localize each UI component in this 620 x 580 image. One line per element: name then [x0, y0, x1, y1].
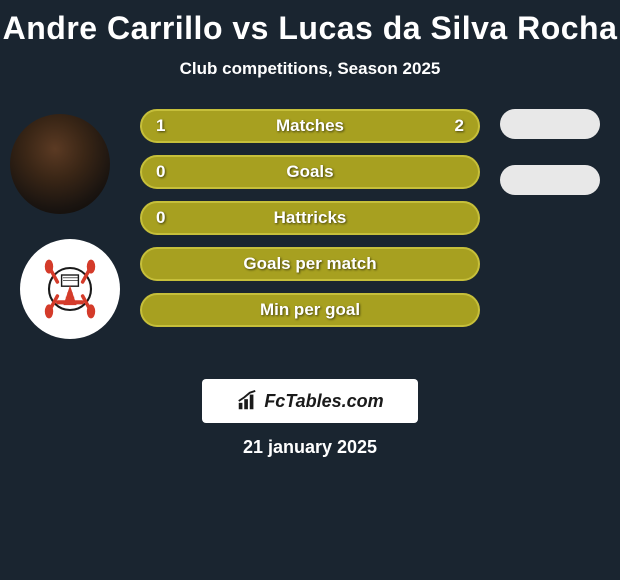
- stat-left-value: 0: [156, 208, 165, 228]
- stat-label: Min per goal: [142, 300, 478, 320]
- chart-icon: [236, 390, 258, 412]
- stat-left-value: 0: [156, 162, 165, 182]
- player-avatar: [10, 114, 110, 214]
- right-pills: [500, 109, 600, 221]
- stat-bar: Goals per match: [140, 247, 480, 281]
- stat-label: Goals: [142, 162, 478, 182]
- stat-label: Goals per match: [142, 254, 478, 274]
- stat-right-value: 2: [455, 116, 464, 136]
- right-pill: [500, 165, 600, 195]
- date: 21 january 2025: [0, 437, 620, 458]
- club-badge: [20, 239, 120, 339]
- subtitle: Club competitions, Season 2025: [0, 59, 620, 79]
- brand-text: FcTables.com: [264, 391, 383, 412]
- stat-bar: 0Goals: [140, 155, 480, 189]
- stat-left-value: 1: [156, 116, 165, 136]
- comparison-card: Andre Carrillo vs Lucas da Silva Rocha C…: [0, 0, 620, 458]
- club-badge-icon: [35, 254, 105, 324]
- stat-label: Matches: [142, 116, 478, 136]
- page-title: Andre Carrillo vs Lucas da Silva Rocha: [0, 10, 620, 47]
- brand-badge[interactable]: FcTables.com: [202, 379, 418, 423]
- stats-area: 1Matches20Goals0HattricksGoals per match…: [0, 109, 620, 369]
- right-pill: [500, 109, 600, 139]
- stat-bars: 1Matches20Goals0HattricksGoals per match…: [140, 109, 480, 339]
- stat-bar: 1Matches2: [140, 109, 480, 143]
- stat-bar: 0Hattricks: [140, 201, 480, 235]
- stat-label: Hattricks: [142, 208, 478, 228]
- stat-bar: Min per goal: [140, 293, 480, 327]
